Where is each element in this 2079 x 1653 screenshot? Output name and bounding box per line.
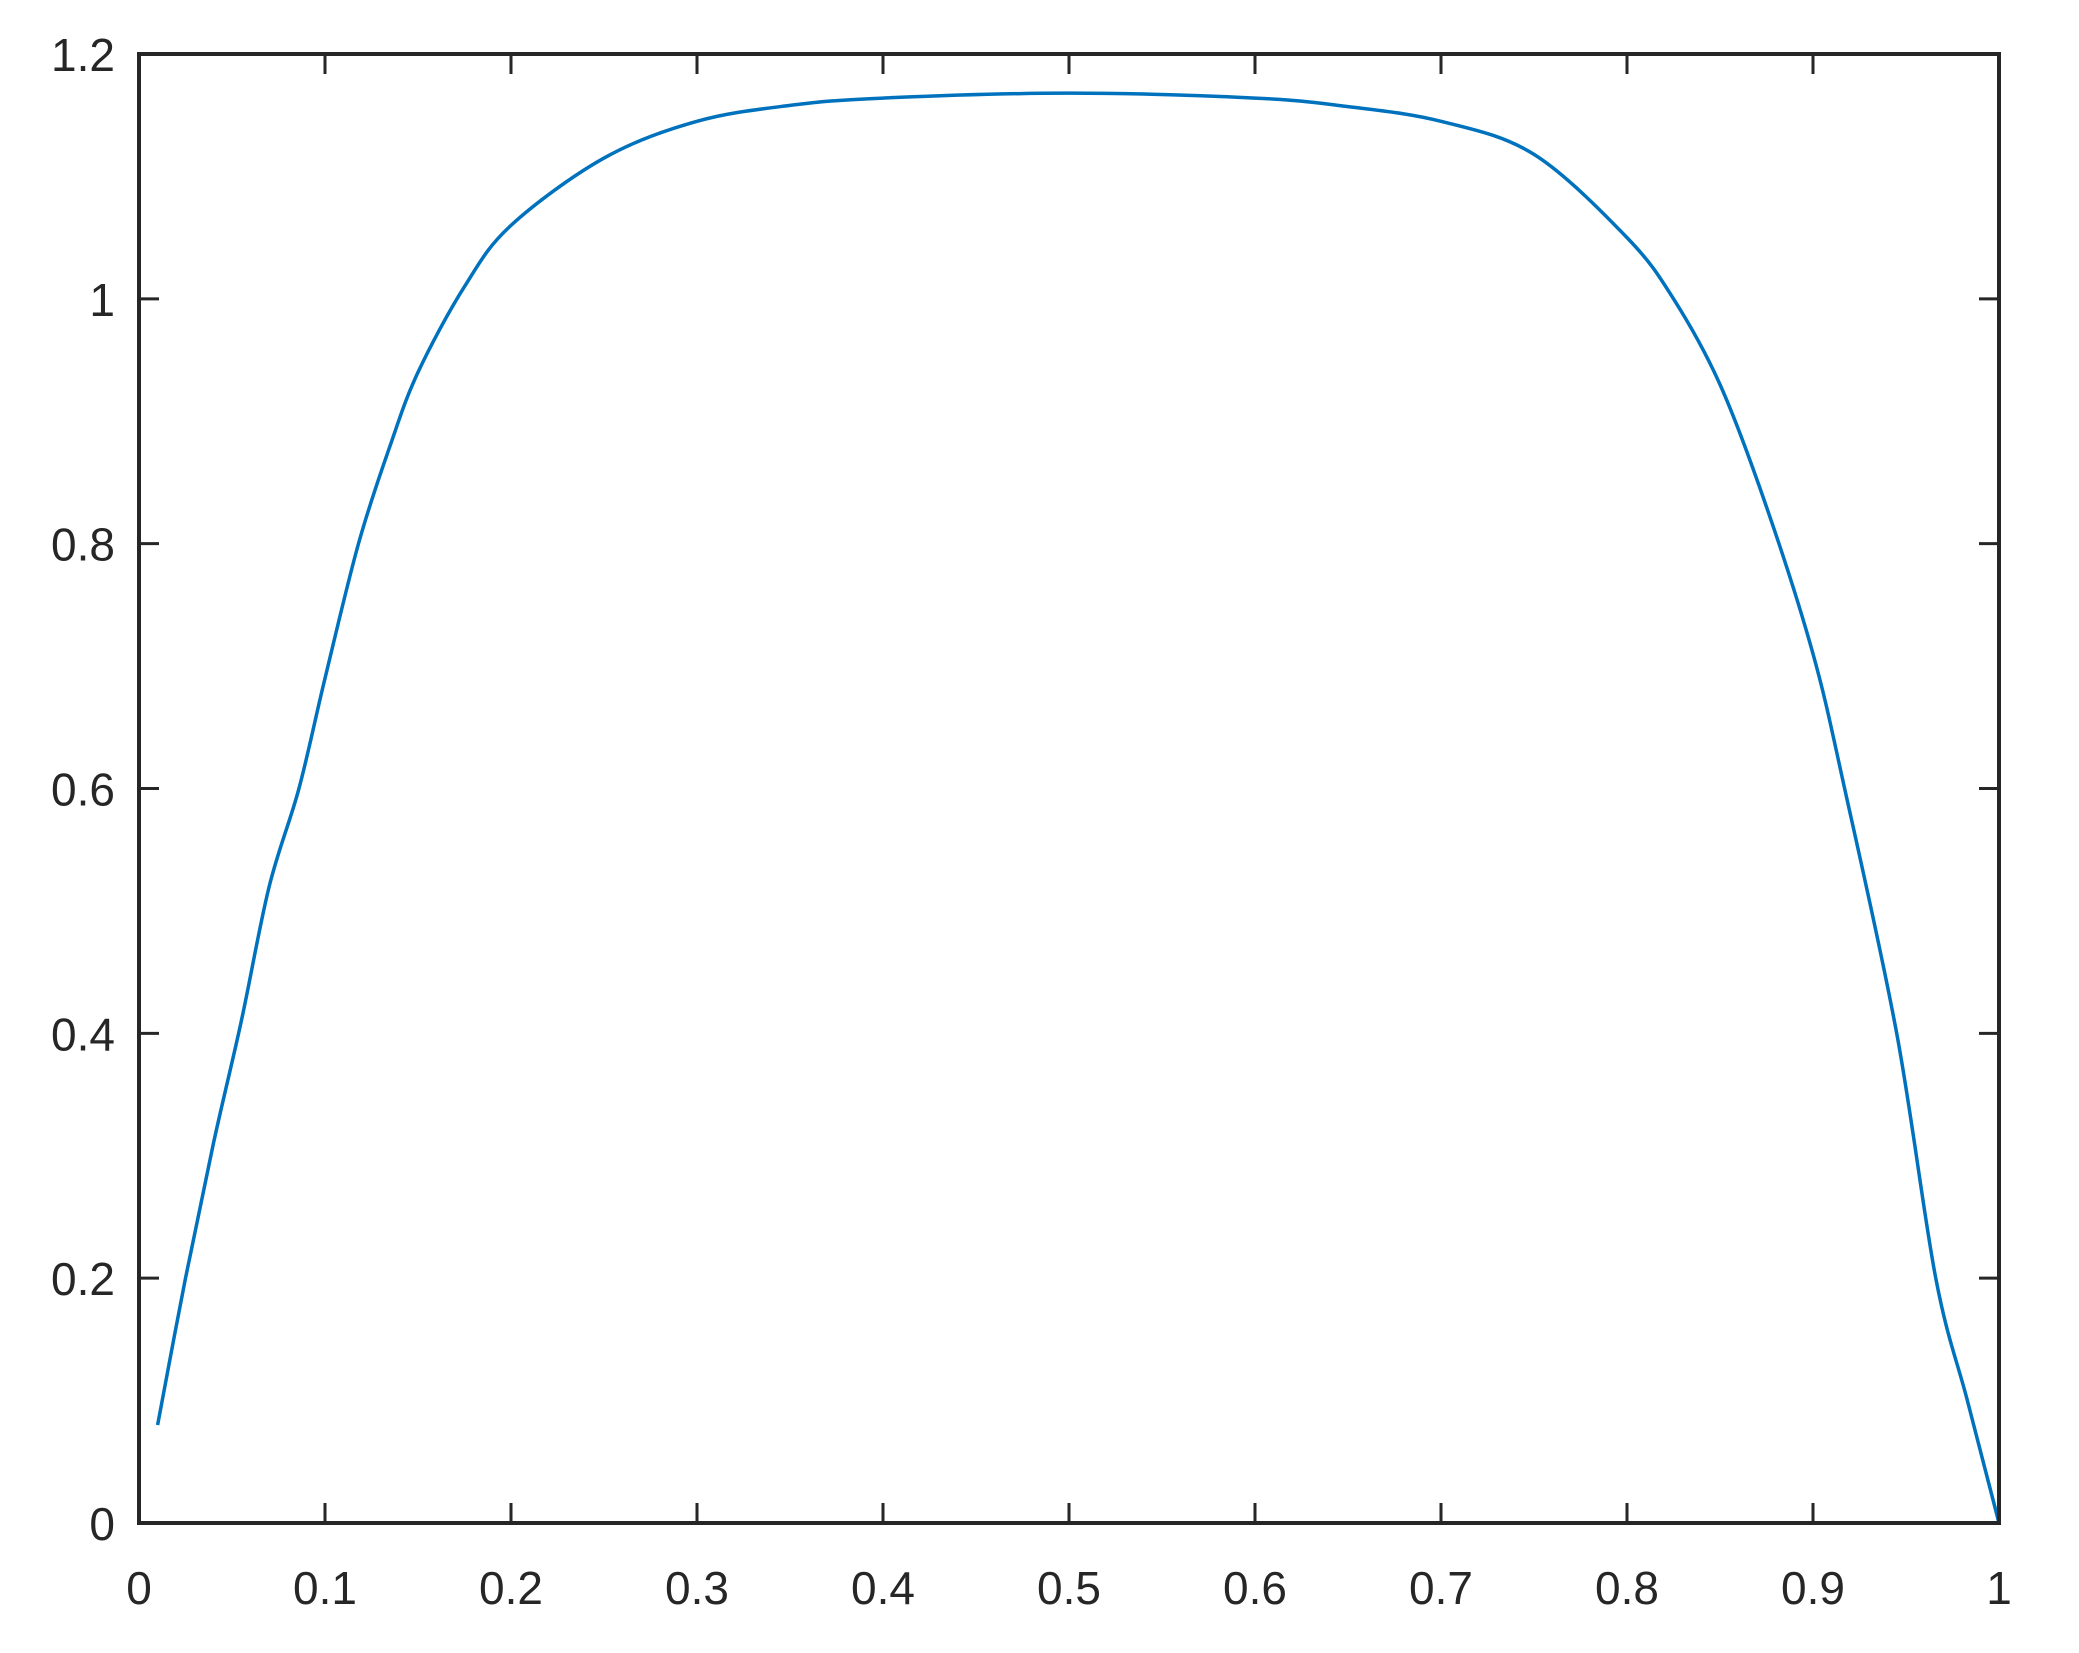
y-tick-label: 0.8 [51, 519, 115, 571]
y-tick-label: 0 [89, 1498, 115, 1550]
axes-box [137, 52, 2001, 1525]
y-tick-label: 1.2 [51, 29, 115, 81]
x-tick-label: 0.9 [1781, 1562, 1845, 1614]
y-tick-label: 0.4 [51, 1008, 115, 1060]
y-tick-label: 0.2 [51, 1253, 115, 1305]
x-tick-label: 0 [126, 1562, 152, 1614]
x-tick-label: 0.3 [665, 1562, 729, 1614]
x-tick-label: 1 [1986, 1562, 2012, 1614]
y-tick-label: 0.6 [51, 764, 115, 816]
series-line [155, 91, 2001, 1524]
x-tick-label: 0.2 [479, 1562, 543, 1614]
x-tick-label: 0.1 [293, 1562, 357, 1614]
x-tick-label: 0.7 [1409, 1562, 1473, 1614]
y-tick-label: 1 [89, 274, 115, 326]
x-tick-label: 0.6 [1223, 1562, 1287, 1614]
x-tick-label: 0.5 [1037, 1562, 1101, 1614]
x-tick-label: 0.4 [851, 1562, 915, 1614]
x-tick-label: 0.8 [1595, 1562, 1659, 1614]
